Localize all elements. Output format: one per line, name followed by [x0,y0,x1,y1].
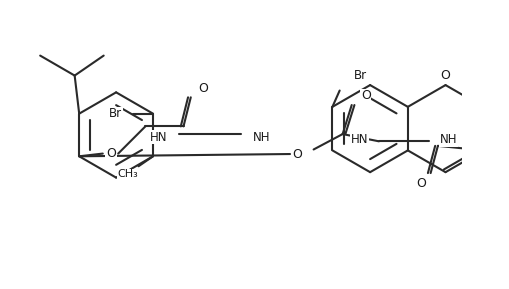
Text: O: O [198,82,208,95]
Text: CH₃: CH₃ [117,169,138,179]
Text: O: O [417,177,427,190]
Text: NH: NH [252,131,270,144]
Text: HN: HN [150,131,167,144]
Text: O: O [361,90,371,103]
Text: Br: Br [109,107,122,120]
Text: O: O [292,147,302,160]
Text: HN: HN [351,133,368,146]
Text: O: O [508,83,509,96]
Text: Br: Br [354,68,367,81]
Text: NH: NH [440,133,457,146]
Text: O: O [441,68,450,81]
Text: O: O [106,147,116,160]
